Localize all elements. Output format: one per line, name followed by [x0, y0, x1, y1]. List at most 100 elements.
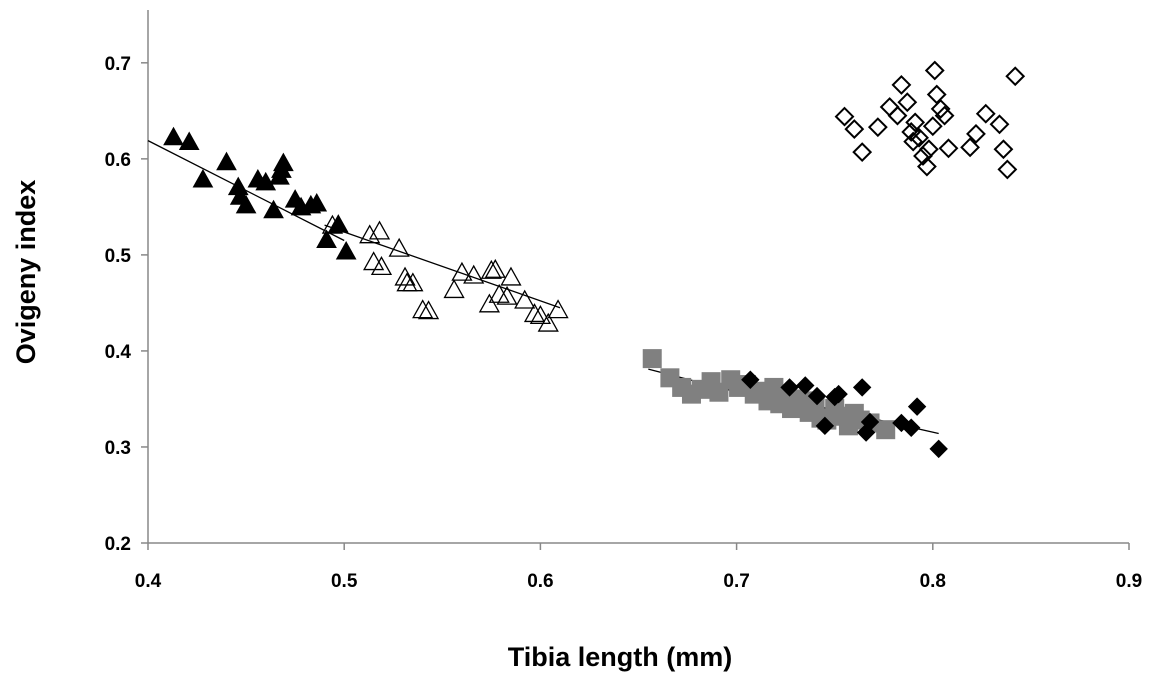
data-point — [852, 378, 872, 397]
y-tick-label: 0.3 — [105, 438, 131, 459]
y-tick-label: 0.2 — [105, 534, 131, 555]
data-point — [480, 259, 502, 279]
axes — [147, 10, 1129, 544]
data-point — [934, 105, 955, 126]
data-point — [741, 370, 760, 389]
data-point — [852, 142, 873, 163]
data-point — [514, 289, 536, 309]
x-tick-label: 0.5 — [331, 571, 358, 592]
data-point — [993, 139, 1014, 160]
data-point — [443, 279, 465, 299]
data-point — [321, 214, 344, 234]
data-point — [547, 299, 569, 319]
data-point — [938, 138, 959, 159]
data-points — [163, 60, 1026, 459]
data-point — [926, 84, 947, 105]
data-point — [887, 105, 908, 126]
data-point — [905, 112, 926, 133]
series-open-diamond — [834, 60, 1026, 180]
data-point — [263, 199, 284, 219]
data-point — [815, 416, 835, 436]
data-point — [929, 439, 948, 459]
x-tick-label: 0.7 — [723, 571, 749, 592]
data-point — [316, 229, 337, 248]
data-point — [359, 224, 381, 244]
x-tick-label: 0.4 — [135, 571, 162, 592]
data-point — [478, 293, 500, 313]
ticks: 0.4 0.5 0.6 0.7 0.8 0.9 0.2 0.3 0.4 0.5 0.6 0.7 — [105, 54, 1143, 592]
data-point — [496, 285, 518, 305]
series-filled-square — [642, 349, 896, 440]
data-point — [388, 237, 410, 257]
data-point — [523, 303, 546, 323]
data-point — [412, 299, 434, 319]
data-point — [216, 151, 237, 171]
data-point — [780, 378, 799, 397]
y-tick-label: 0.4 — [105, 342, 132, 363]
y-tick-label: 0.6 — [105, 150, 131, 171]
trendline — [324, 224, 561, 309]
data-point — [924, 60, 945, 81]
data-point — [876, 420, 896, 440]
data-point — [370, 256, 393, 276]
series-open-triangle — [321, 214, 569, 332]
data-point — [368, 220, 391, 240]
data-point — [269, 166, 290, 185]
data-point — [500, 266, 522, 286]
data-point — [451, 261, 473, 281]
data-point — [255, 171, 277, 191]
data-point — [916, 156, 937, 177]
data-point — [918, 139, 939, 160]
data-point — [903, 131, 924, 152]
x-axis-title: Tibia length (mm) — [508, 642, 733, 672]
data-point — [834, 106, 855, 127]
data-point — [463, 264, 485, 284]
x-tick-label: 0.6 — [527, 571, 553, 592]
data-point — [417, 300, 440, 320]
data-point — [807, 386, 827, 406]
data-point — [930, 99, 951, 119]
data-point — [529, 305, 552, 325]
data-point — [844, 119, 865, 139]
data-point — [907, 397, 927, 416]
data-point — [335, 240, 357, 260]
data-point — [402, 272, 424, 292]
data-point — [966, 123, 986, 144]
series-filled-diamond — [741, 370, 948, 459]
data-point — [537, 312, 559, 332]
data-point — [897, 92, 918, 113]
data-point — [642, 349, 662, 369]
data-point — [867, 117, 888, 138]
data-point — [997, 159, 1018, 180]
data-point — [235, 194, 257, 214]
data-point — [192, 168, 214, 188]
data-point — [922, 116, 943, 137]
y-tick-label: 0.5 — [105, 246, 132, 267]
data-point — [394, 266, 416, 286]
data-point — [860, 412, 880, 432]
y-axis-title: Ovigeny index — [11, 180, 41, 365]
data-point — [484, 258, 506, 278]
data-point — [960, 137, 980, 158]
data-point — [796, 376, 815, 395]
data-point — [879, 97, 900, 117]
data-point — [363, 251, 385, 271]
series-filled-triangle — [163, 126, 357, 260]
x-tick-label: 0.9 — [1116, 571, 1142, 592]
data-point — [891, 74, 912, 95]
data-point — [1005, 66, 1026, 87]
data-point — [989, 114, 1010, 135]
data-point — [913, 146, 933, 166]
data-point — [327, 214, 349, 233]
data-point — [975, 103, 996, 124]
data-point — [902, 418, 921, 437]
data-point — [178, 131, 200, 151]
y-tick-label: 0.7 — [105, 54, 131, 75]
data-point — [163, 126, 184, 146]
data-point — [829, 384, 848, 404]
data-point — [306, 192, 328, 212]
trendline — [147, 140, 345, 242]
x-tick-label: 0.8 — [920, 571, 946, 592]
data-point — [909, 127, 929, 148]
